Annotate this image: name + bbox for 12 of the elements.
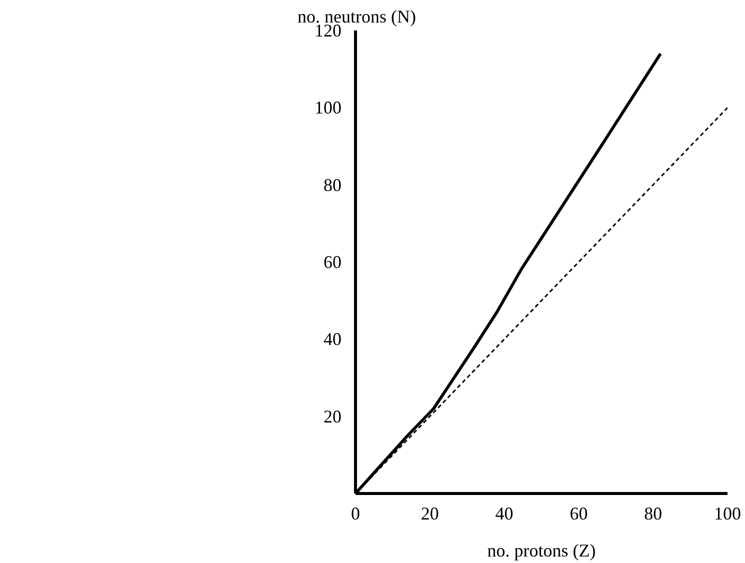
x-axis-title: no. protons (Z) [487, 540, 596, 560]
x-tick-label: 60 [570, 504, 588, 524]
y-tick-label: 20 [324, 406, 342, 426]
x-tick-label: 20 [420, 504, 439, 524]
x-tick-label: 100 [714, 504, 741, 524]
y-tick-label: 80 [324, 174, 342, 195]
x-tick-label: 0 [351, 504, 360, 524]
y-tick-label: 100 [314, 98, 342, 118]
x-tick-label: 80 [644, 504, 662, 524]
x-tick-label: 40 [495, 504, 514, 524]
y-tick-label: 40 [324, 329, 342, 350]
y-tick-label: 60 [324, 252, 342, 272]
